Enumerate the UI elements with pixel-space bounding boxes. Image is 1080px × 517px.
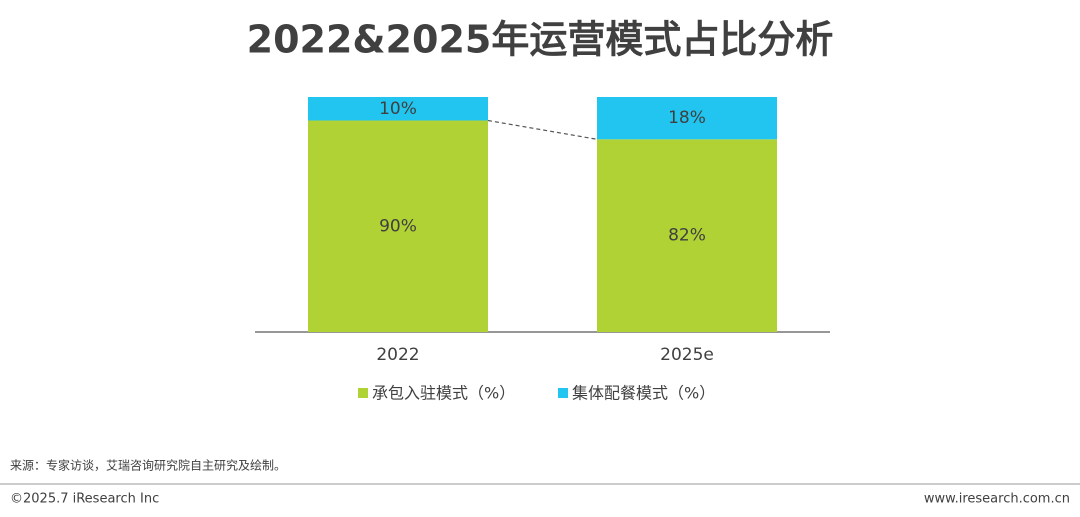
legend-label: 集体配餐模式（%）: [572, 384, 715, 403]
x-tick-label: 2025e: [660, 345, 714, 365]
data-label: 82%: [668, 226, 706, 246]
data-label: 10%: [379, 99, 417, 119]
footer-left: ©2025.7 iResearch Inc: [10, 492, 159, 507]
data-label: 18%: [668, 108, 706, 128]
source-note: 来源：专家访谈，艾瑞咨询研究院自主研究及绘制。: [10, 458, 286, 473]
bar-segment: [308, 120, 488, 332]
bar-segment: [597, 97, 777, 140]
legend-label: 承包入驻模式（%）: [372, 384, 515, 403]
chart-title: 2022&2025年运营模式占比分析: [247, 18, 834, 62]
x-tick-label: 2022: [376, 345, 419, 365]
bar-segment: [308, 97, 488, 121]
legend-swatch: [358, 388, 368, 398]
connector: [487, 119, 598, 140]
bar-segment: [597, 139, 777, 332]
data-label: 90%: [379, 216, 417, 236]
footer-right: www.iresearch.com.cn: [924, 492, 1070, 507]
legend-swatch: [558, 388, 568, 398]
